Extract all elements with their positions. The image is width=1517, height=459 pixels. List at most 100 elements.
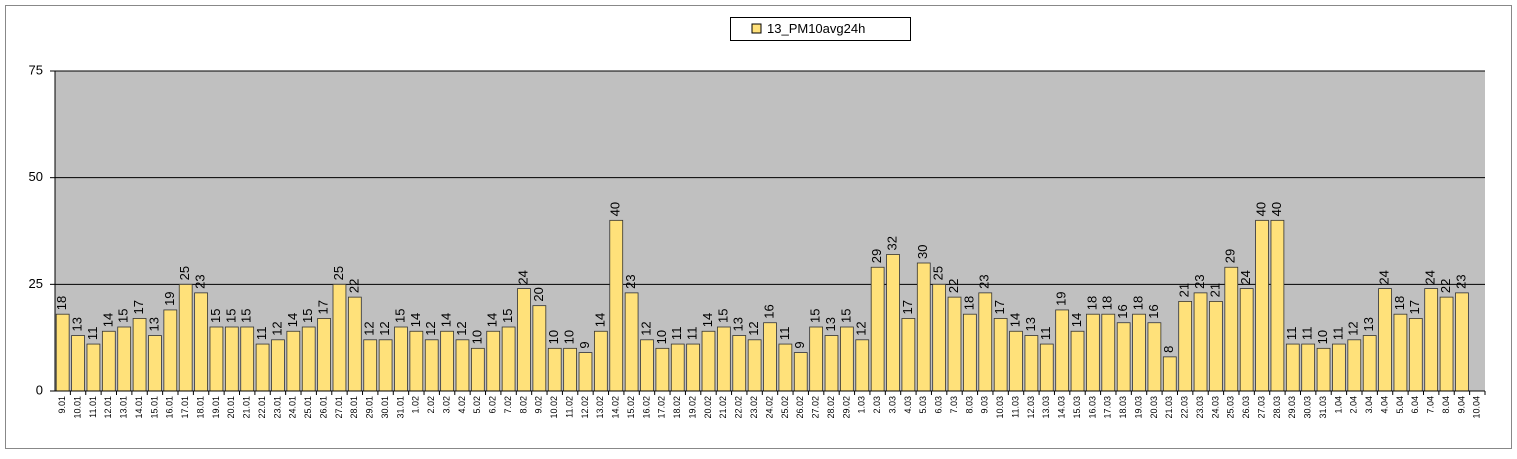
x-tick-label: 18.02 — [672, 396, 682, 419]
x-tick-label: 21.01 — [242, 396, 252, 419]
bar — [71, 335, 85, 392]
bar — [963, 313, 977, 392]
data-label: 11 — [669, 327, 684, 341]
x-tick-label: 6.04 — [1410, 396, 1420, 414]
data-label: 14 — [700, 313, 715, 327]
bar — [547, 347, 562, 392]
x-tick-label: 1.03 — [857, 396, 867, 414]
data-label: 14 — [285, 313, 300, 327]
data-label: 14 — [1007, 313, 1022, 327]
x-tick-label: 27.02 — [811, 396, 821, 419]
x-tick-label: 22.02 — [734, 396, 744, 419]
x-tick-label: 6.03 — [934, 396, 944, 414]
bar — [1209, 300, 1223, 392]
x-tick-label: 23.03 — [1195, 396, 1205, 419]
data-label: 20 — [531, 287, 546, 301]
x-tick-label: 26.02 — [795, 396, 805, 419]
bar — [209, 326, 224, 392]
data-label: 25 — [177, 266, 192, 280]
bar — [778, 343, 793, 392]
data-label: 22 — [946, 279, 961, 293]
legend: 13_PM10avg24h — [730, 17, 911, 41]
bar — [378, 339, 393, 392]
data-label: 12 — [854, 321, 869, 335]
bar — [440, 330, 454, 392]
data-label: 9 — [792, 341, 807, 348]
bar — [886, 254, 900, 392]
data-label: 21 — [1177, 283, 1192, 297]
data-label: 40 — [1269, 202, 1284, 216]
legend-label: 13_PM10avg24h — [767, 21, 865, 36]
bar — [409, 330, 424, 392]
x-tick-label: 23.02 — [749, 396, 759, 419]
x-tick-label: 30.03 — [1303, 396, 1313, 419]
data-label: 30 — [915, 245, 930, 259]
x-tick-label: 12.02 — [580, 396, 590, 419]
bar — [686, 343, 700, 392]
data-label: 13 — [146, 317, 161, 331]
bar — [763, 322, 777, 392]
data-label: 13 — [70, 317, 85, 331]
x-tick-label: 4.04 — [1379, 396, 1389, 414]
x-tick-label: 19.02 — [687, 396, 697, 419]
data-label: 14 — [439, 313, 454, 327]
data-label: 15 — [208, 309, 223, 323]
data-label: 15 — [223, 309, 238, 323]
data-label: 11 — [254, 327, 269, 341]
bar — [148, 335, 162, 392]
x-tick-label: 27.01 — [334, 396, 344, 419]
x-tick-label: 26.01 — [318, 396, 328, 419]
x-tick-label: 3.02 — [441, 396, 451, 414]
bar — [901, 318, 916, 392]
bar — [501, 326, 516, 392]
data-label: 12 — [362, 321, 377, 335]
bar — [870, 266, 885, 392]
bar — [1301, 343, 1316, 392]
bar — [655, 347, 670, 392]
x-tick-label: 8.03 — [964, 396, 974, 414]
data-label: 15 — [500, 309, 515, 323]
x-tick-label: 19.03 — [1133, 396, 1143, 419]
data-label: 17 — [900, 300, 915, 314]
data-label: 13 — [823, 317, 838, 331]
y-tick-label: 75 — [29, 62, 43, 77]
x-tick-label: 22.03 — [1180, 396, 1190, 419]
data-label: 12 — [746, 321, 761, 335]
data-label: 14 — [592, 313, 607, 327]
bar — [1224, 266, 1239, 392]
bar — [993, 318, 1008, 392]
data-label: 17 — [316, 300, 331, 314]
bar — [301, 326, 316, 392]
data-label: 12 — [454, 321, 469, 335]
bar — [1393, 313, 1408, 392]
bar — [1009, 330, 1023, 392]
x-tick-label: 15.01 — [149, 396, 159, 419]
bar — [978, 292, 993, 392]
x-tick-label: 12.01 — [103, 396, 113, 419]
bar — [240, 326, 255, 392]
data-label: 16 — [1115, 304, 1130, 318]
data-label: 19 — [1054, 291, 1069, 305]
bar — [1055, 309, 1070, 392]
x-tick-label: 29.01 — [365, 396, 375, 419]
x-tick-label: 24.02 — [764, 396, 774, 419]
x-tick-label: 17.02 — [657, 396, 667, 419]
data-label: 23 — [623, 274, 638, 288]
y-tick-label: 25 — [29, 276, 43, 291]
bar — [717, 326, 731, 392]
data-label: 8 — [1161, 346, 1176, 353]
x-tick-label: 10.01 — [72, 396, 82, 419]
bar — [286, 330, 301, 392]
data-label: 23 — [193, 274, 208, 288]
data-label: 17 — [992, 300, 1007, 314]
data-label: 14 — [1069, 313, 1084, 327]
data-label: 14 — [100, 313, 115, 327]
bar — [1162, 356, 1177, 392]
bar — [1362, 335, 1377, 392]
bar — [932, 283, 946, 392]
x-tick-label: 20.03 — [1149, 396, 1159, 419]
data-label: 11 — [1330, 327, 1345, 341]
data-label: 11 — [85, 327, 100, 341]
data-label: 25 — [931, 266, 946, 280]
